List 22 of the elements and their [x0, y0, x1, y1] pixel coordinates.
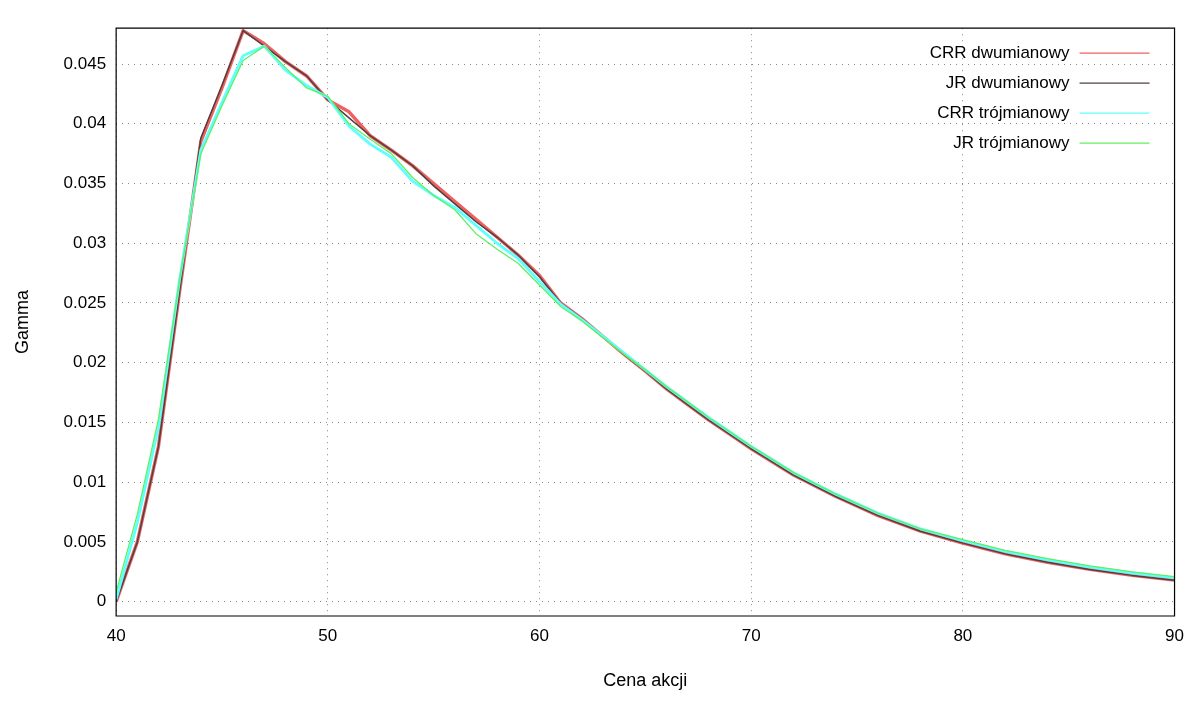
y-tick-label: 0.04 [73, 113, 107, 133]
x-axis-title: Cena akcji [603, 670, 688, 691]
legend-label: JR dwumianowy [945, 72, 1071, 92]
x-tick-label: 50 [318, 625, 338, 645]
x-tick-label: 60 [530, 625, 549, 645]
legend-label: CRR trójmianowy [937, 102, 1071, 122]
y-tick-label: 0.02 [73, 352, 107, 372]
y-tick-label: 0.045 [63, 53, 107, 73]
y-axis-title: Gamma [11, 289, 32, 355]
y-tick-label: 0 [96, 591, 107, 611]
x-tick-label: 70 [741, 625, 761, 645]
x-tick-label: 80 [953, 625, 973, 645]
legend-label: JR trójmianowy [953, 132, 1071, 152]
x-tick-label: 90 [1165, 625, 1185, 645]
y-tick-label: 0.01 [73, 471, 107, 491]
legend-label: CRR dwumianowy [929, 42, 1071, 62]
x-tick-label: 40 [106, 625, 126, 645]
y-tick-label: 0.035 [63, 173, 107, 193]
y-tick-label: 0.015 [63, 412, 107, 432]
y-tick-label: 0.025 [63, 292, 107, 312]
y-tick-label: 0.03 [73, 232, 107, 252]
y-tick-label: 0.005 [63, 531, 107, 551]
